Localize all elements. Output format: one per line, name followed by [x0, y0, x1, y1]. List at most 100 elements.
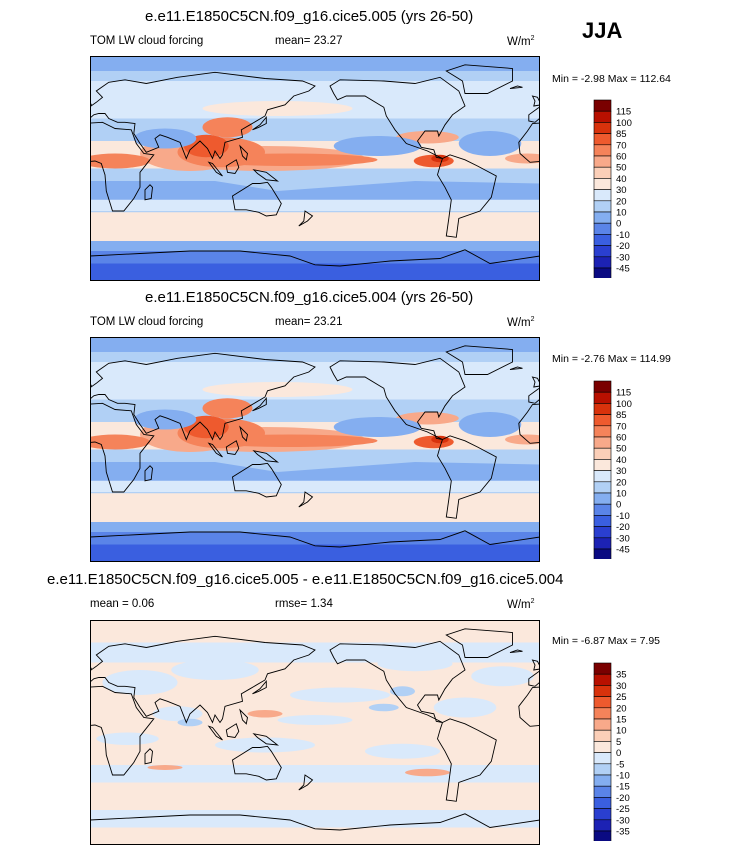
- panel2-colorbar-box-9: [593, 481, 612, 494]
- panel1-field-5: [90, 263, 540, 281]
- panel2-colorbar-box-8: [593, 470, 612, 483]
- panel1-coastline-9: [207, 161, 223, 177]
- panel3-colorbar-label-3: 20: [616, 703, 627, 714]
- panel1-coastline-3: [445, 64, 513, 94]
- panel2-coastline-0: [90, 402, 155, 493]
- panel2-colorbar-box-10: [593, 492, 612, 505]
- panel2-colorbar-box-13: [593, 526, 612, 539]
- panel2-colorbar-box-11: [593, 503, 612, 516]
- panel2-coastline-6: [90, 530, 540, 562]
- panel2-field-16: [431, 435, 449, 444]
- panel3-colorbar-box-4: [593, 707, 612, 720]
- panel1-coastline-wrap-12: [531, 95, 540, 107]
- panel3-field-6: [290, 687, 390, 703]
- panel1-colorbar-box-1: [593, 110, 612, 123]
- panel1-map-frame: [90, 56, 540, 281]
- panel3-units-base: W/m: [507, 598, 531, 611]
- season-label: JJA: [582, 18, 623, 43]
- panel2-field-6: [90, 493, 540, 522]
- panel3-coastline-14: [239, 708, 248, 725]
- panel3-coastline-5: [232, 745, 282, 781]
- panel2-colorbar-box-5: [593, 436, 612, 449]
- panel1-field-23: [458, 131, 522, 156]
- panel1-min-value: -2.98: [580, 73, 605, 85]
- panel2-field-5: [90, 544, 540, 562]
- panel1-field-18: [505, 153, 540, 164]
- panel2-min-label: Min =: [552, 353, 581, 365]
- panel1-mean: mean= 23.27: [275, 35, 342, 47]
- panel2-colorbar-label-13: -30: [616, 533, 630, 544]
- panel3-coastline-4: [437, 718, 497, 802]
- panel2-colorbar-box-7: [593, 459, 612, 471]
- panel2-colorbar-label-0: 115: [616, 388, 631, 399]
- panel1-colorbar-label-12: -20: [616, 241, 630, 252]
- panel3-colorbar-box-1: [593, 673, 612, 686]
- panel1-colorbar-label-1: 100: [616, 118, 632, 129]
- panel1-colorbar-label-5: 50: [616, 163, 627, 174]
- panel1-field-16: [431, 154, 449, 163]
- panel2-field-21: [133, 409, 197, 430]
- panel3-colorbar-label-5: 10: [616, 726, 627, 737]
- panel2-coastline-3: [445, 345, 513, 375]
- panel3-coastline-6: [90, 813, 540, 845]
- panel2-colorbar-label-1: 100: [616, 399, 632, 410]
- panel3-mean: mean = 0.06: [90, 598, 154, 610]
- panel1-max-value: 112.64: [639, 73, 671, 85]
- panel3-colorbar-label-4: 15: [616, 715, 627, 726]
- panel3-coastline-11: [252, 679, 267, 695]
- panel2-coastline-5: [232, 462, 282, 498]
- panel3-colorbar-box-3: [593, 696, 612, 709]
- panel2-colorbar-label-12: -20: [616, 522, 630, 533]
- panel1-coastline-8: [225, 159, 240, 174]
- panel2-colorbar-label-11: -10: [616, 511, 630, 522]
- panel2-coastline-8: [225, 440, 240, 455]
- panel1-colorbar-label-6: 40: [616, 174, 627, 185]
- panel1-fields: [90, 56, 540, 281]
- panel2-colorbar-box-14: [593, 537, 612, 550]
- panel3-map: [90, 620, 540, 845]
- panel3-colorbar-label-8: -5: [616, 759, 624, 770]
- panel2-colorbar-box-1: [593, 391, 612, 404]
- panel1-map: [90, 56, 540, 281]
- panel2-colorbar-label-10: 0: [616, 500, 621, 511]
- panel2-colorbar-box-15: [593, 548, 612, 559]
- panel2-map-frame: [90, 337, 540, 562]
- panel2-map: [90, 337, 540, 562]
- panel1-coastline-1: [90, 71, 316, 160]
- panel2-coastlines: [90, 345, 540, 562]
- panel2-coastline-7: [144, 465, 153, 482]
- panel1-colorbar-label-0: 115: [616, 107, 631, 118]
- panel2-field-19: [202, 398, 253, 419]
- panel2-colorbar-box-4: [593, 425, 612, 438]
- panel2-field-23: [458, 412, 522, 437]
- panel3-colorbar-label-10: -15: [616, 782, 630, 793]
- panel2-field-17: [90, 434, 150, 450]
- panel2-coastline-14: [239, 425, 248, 442]
- panel2-colorbar-label-2: 85: [616, 410, 627, 421]
- panel3-mean-value: 0.06: [131, 598, 155, 610]
- panel2-coastline-wrap-15: [509, 366, 523, 370]
- panel1-colorbar-label-3: 70: [616, 140, 627, 151]
- panel3-coastline-13: [298, 774, 314, 791]
- panel2-mean-label: mean=: [275, 316, 314, 328]
- panel3-colorbar-label-2: 25: [616, 692, 627, 703]
- panel1-minmax: Min = -2.98 Max = 112.64: [552, 73, 671, 85]
- panel3-colorbar-box-7: [593, 741, 612, 753]
- panel3-colorbar-label-6: 5: [616, 737, 621, 748]
- panel3-colorbar-box-9: [593, 763, 612, 776]
- panel1-coastline-11: [252, 115, 267, 131]
- panel3-rmse-label: rmse=: [275, 598, 311, 610]
- panel1-coastline-2: [329, 76, 466, 159]
- panel3-coastlines: [90, 628, 540, 845]
- panel1-field-6: [90, 212, 540, 241]
- panel3-colorbar-label-12: -25: [616, 804, 630, 815]
- panel1-colorbar-label-4: 60: [616, 152, 627, 163]
- panel3-coastline-wrap-12: [531, 659, 540, 671]
- panel1-coastline-10: [252, 169, 280, 182]
- panel3-field-15: [390, 686, 415, 697]
- panel2-field-22: [333, 417, 422, 437]
- panel2-mean: mean= 23.21: [275, 316, 342, 328]
- panel3-field-10: [96, 732, 159, 745]
